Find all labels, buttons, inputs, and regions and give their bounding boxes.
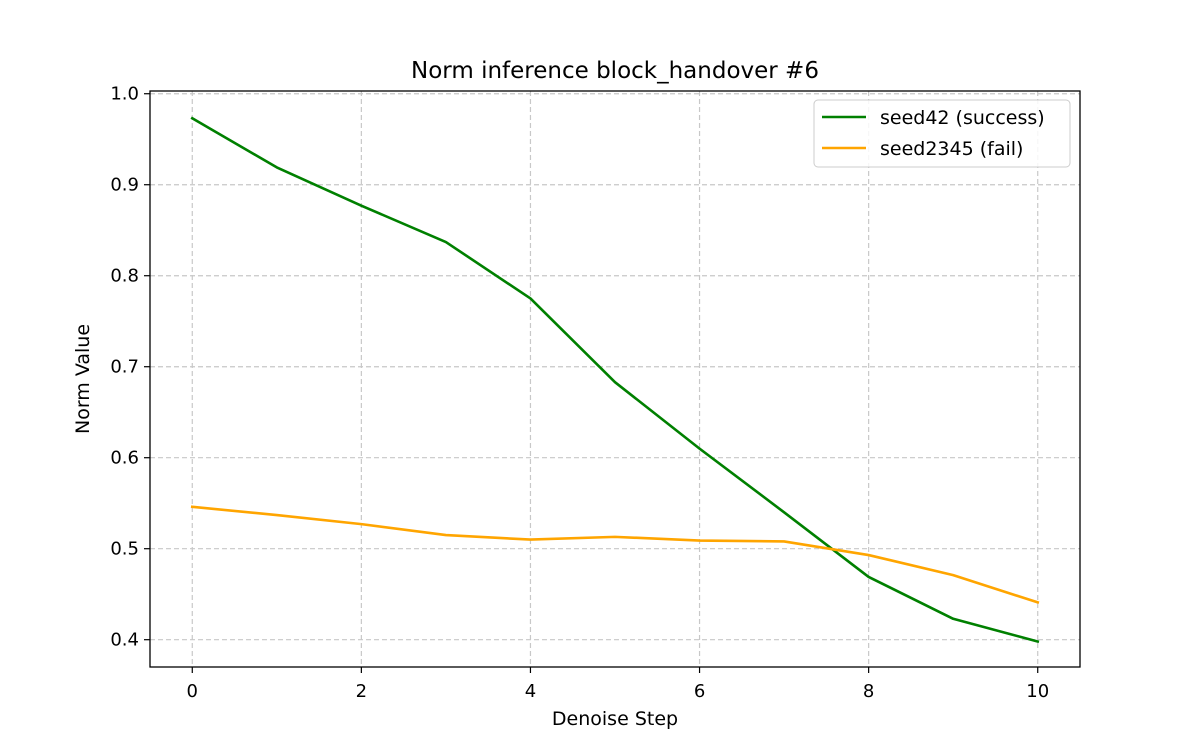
y-tick-label: 1.0 — [110, 84, 139, 105]
x-tick-label: 2 — [356, 681, 367, 702]
y-tick-label: 0.4 — [110, 630, 139, 651]
y-tick-label: 0.5 — [110, 539, 139, 560]
legend: seed42 (success) seed2345 (fail) — [813, 99, 1071, 168]
y-axis-title: Norm Value — [72, 324, 94, 434]
chart-title: Norm inference block_handover #6 — [411, 58, 819, 84]
y-tick-label: 0.9 — [110, 175, 139, 196]
legend-label-seed42: seed42 (success) — [880, 107, 1045, 129]
y-tick-label: 0.7 — [110, 357, 139, 378]
x-tick-label: 8 — [863, 681, 874, 702]
series-line-seed42 — [190, 116, 1040, 644]
x-tick-label: 0 — [187, 681, 198, 702]
series-line-seed2345 — [190, 505, 1040, 605]
y-tick-label: 0.8 — [110, 266, 139, 287]
x-axis-title: Denoise Step — [552, 708, 678, 730]
legend-box — [813, 99, 1071, 168]
x-tick-label: 4 — [525, 681, 536, 702]
legend-label-seed2345: seed2345 (fail) — [880, 138, 1023, 160]
grid — [150, 91, 1080, 667]
y-tick-label: 0.6 — [110, 448, 139, 469]
axis-ticks: 0 2 4 6 8 10 0.4 0.5 0.6 0.7 0.8 0.9 1.0 — [110, 84, 1049, 702]
series-lines — [190, 116, 1040, 644]
x-tick-label: 6 — [694, 681, 705, 702]
x-tick-label: 10 — [1026, 681, 1049, 702]
plot-frame — [149, 90, 1081, 668]
